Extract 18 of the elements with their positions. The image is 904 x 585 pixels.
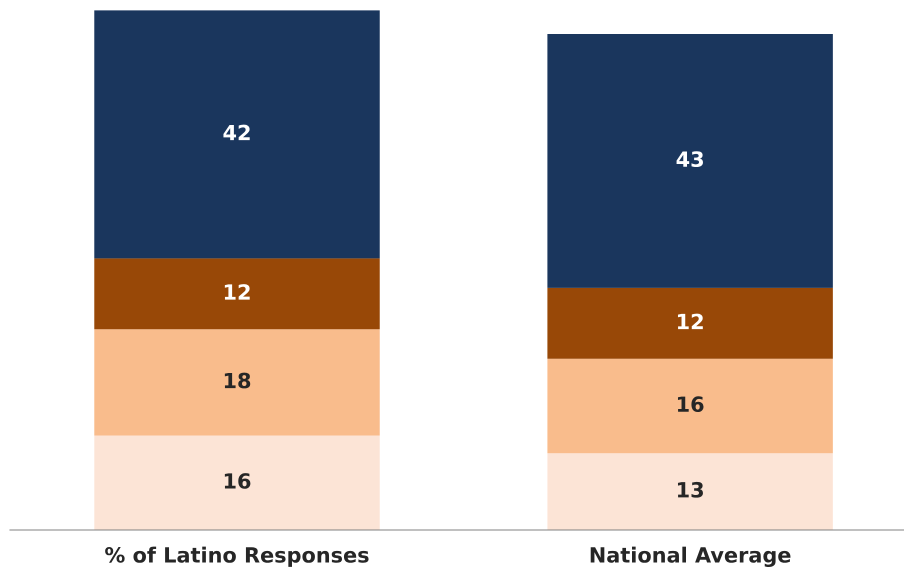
x-tick-label: National Average xyxy=(590,546,790,567)
data-label: 16 xyxy=(224,473,250,489)
bar xyxy=(547,358,833,454)
bar xyxy=(547,34,833,288)
bar xyxy=(94,258,380,330)
data-label: 18 xyxy=(224,372,250,388)
x-tick-label: % of Latino Responses xyxy=(105,546,369,567)
data-label: 42 xyxy=(223,124,250,140)
data-label: 12 xyxy=(224,284,250,300)
data-label: 43 xyxy=(676,151,703,168)
bar xyxy=(94,329,380,436)
bar xyxy=(94,436,380,530)
bar xyxy=(94,10,380,258)
data-label: 12 xyxy=(678,314,703,330)
bar xyxy=(547,288,833,359)
bar xyxy=(547,453,833,530)
data-label: 16 xyxy=(678,396,704,412)
data-label: 13 xyxy=(678,482,703,498)
